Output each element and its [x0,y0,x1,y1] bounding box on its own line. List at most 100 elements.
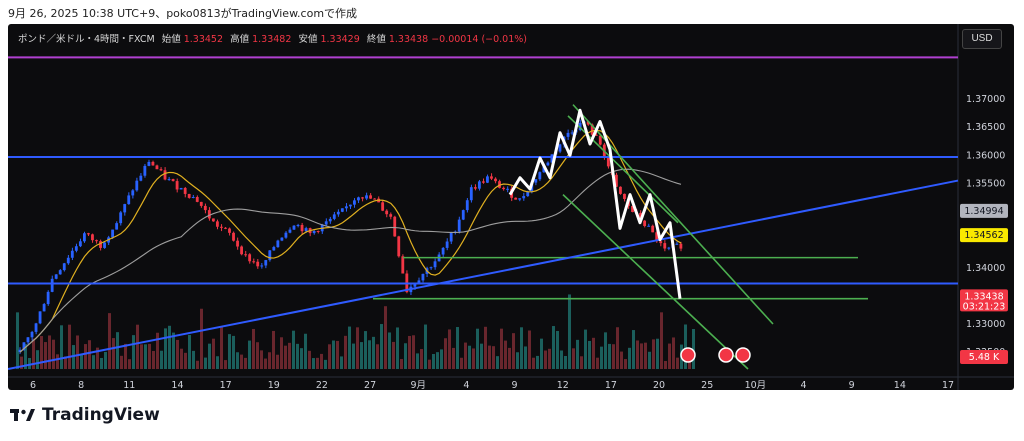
x-tick-label: 11 [123,380,135,390]
candle-body [211,218,215,222]
candle-body [103,242,106,248]
volume-bar [512,333,515,369]
candle-body [614,174,618,187]
volume-bar [424,324,427,369]
volume-bar [448,329,451,369]
volume-bar [308,350,311,369]
volume-bar [256,342,259,369]
candle-body [393,216,397,237]
volume-bar [560,350,563,369]
candle-body [228,228,231,233]
candle-body [397,236,401,257]
candle-body [195,196,199,202]
volume-bar [320,353,323,369]
tradingview-logo-icon [10,409,35,421]
candle-body [292,225,296,230]
volume-bar [600,346,603,369]
candle-body [651,225,655,233]
price-badge [960,350,1008,364]
candle-body [647,225,651,227]
volume-bar [596,357,599,369]
volume-bar [272,330,275,369]
candle-body [30,331,34,338]
candle-body [413,283,417,287]
volume-bar [428,359,431,369]
volume-bar [56,354,59,369]
volume-bar [476,328,479,369]
volume-bar [388,332,391,369]
volume-bar [20,356,23,369]
volume-bar [612,344,615,369]
candle-body [280,237,284,241]
volume-bar [172,332,175,369]
candle-body [429,267,433,269]
candle-body [344,206,348,209]
candle-body [659,241,663,244]
candle-body [244,254,248,256]
volume-bar [28,358,31,369]
currency-button[interactable]: USD [962,29,1002,49]
volume-bar [180,348,183,369]
volume-bar [412,335,415,369]
candle-body [220,226,223,228]
volume-bar [692,329,695,369]
price-badge-label: 1.34562 [964,230,1003,241]
countdown-label: 03:21:23 [963,301,1006,312]
volume-bar [80,354,83,369]
candle-body [590,124,594,135]
candle-body [46,291,50,305]
change-value: −0.00014 (−0.01%) [431,34,528,45]
volume-bar [260,350,263,369]
volume-bar [604,332,607,369]
volume-bar [48,335,51,369]
candle-body [127,195,131,205]
x-tick-label: 9 [849,380,855,390]
candle-body [570,132,574,134]
volume-bar [652,339,655,369]
y-tick-label: 1.34000 [966,263,1005,274]
volume-bar [304,333,307,369]
chart-pane[interactable]: 1.370001.365001.360001.355001.350001.340… [8,24,1014,390]
candle-body [385,210,389,215]
volume-bar [356,327,359,369]
x-tick-label: 17 [605,380,617,390]
symbol-name[interactable]: ポンド／米ドル・4時間・FXCM [18,34,155,45]
volume-bar [340,356,343,369]
volume-bar [244,357,247,369]
y-tick-label: 1.37000 [966,94,1005,105]
volume-bar [52,339,55,369]
high-label: 高値 [230,34,250,45]
price-chart[interactable]: 1.370001.365001.360001.355001.350001.340… [8,24,1014,390]
volume-bar [624,359,627,369]
candle-body [187,193,191,198]
x-tick-label: 17 [220,380,232,390]
volume-bar [344,335,347,369]
volume-bar [576,339,579,369]
tradingview-logo[interactable]: TradingView [10,405,160,425]
volume-bar [360,342,363,369]
volume-bar [100,357,103,369]
volume-bar [16,312,19,369]
volume-bar [508,347,511,369]
candle-body [486,176,489,183]
volume-bar [660,312,663,369]
volume-bar [208,343,211,369]
volume-bar [124,343,127,369]
volume-bar [484,326,487,369]
candle-body [332,214,336,219]
volume-bar [68,324,71,369]
candle-body [50,278,54,292]
price-badge-label: 1.34994 [964,206,1003,217]
candle-body [62,263,66,271]
volume-bar [472,348,475,369]
chart-caption: 9月 26, 2025 10:38 UTC+9、poko0813がTrading… [8,7,358,20]
candle-body [514,197,518,200]
x-tick-label: 8 [78,380,84,390]
candle-body [240,246,243,255]
candle-body [365,195,368,199]
candle-body [171,179,175,182]
volume-bar [452,347,455,369]
candle-body [66,257,70,264]
volume-bar [648,351,651,369]
candle-body [199,201,203,206]
